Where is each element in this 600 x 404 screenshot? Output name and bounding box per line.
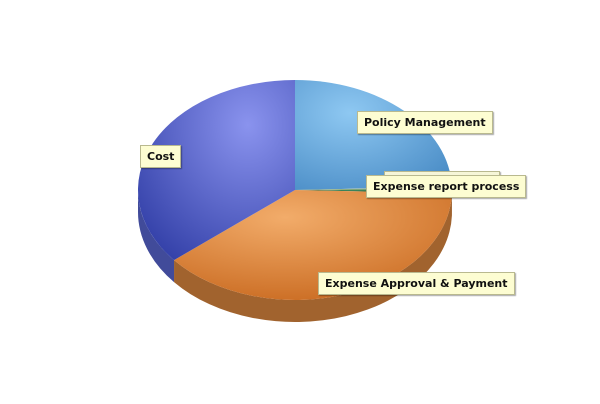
slice-label: Expense Approval & Payment: [318, 272, 515, 295]
slice-label: Expense report process: [366, 175, 526, 198]
slice-label: Policy Management: [357, 111, 493, 134]
slice-label: Cost: [140, 145, 181, 168]
